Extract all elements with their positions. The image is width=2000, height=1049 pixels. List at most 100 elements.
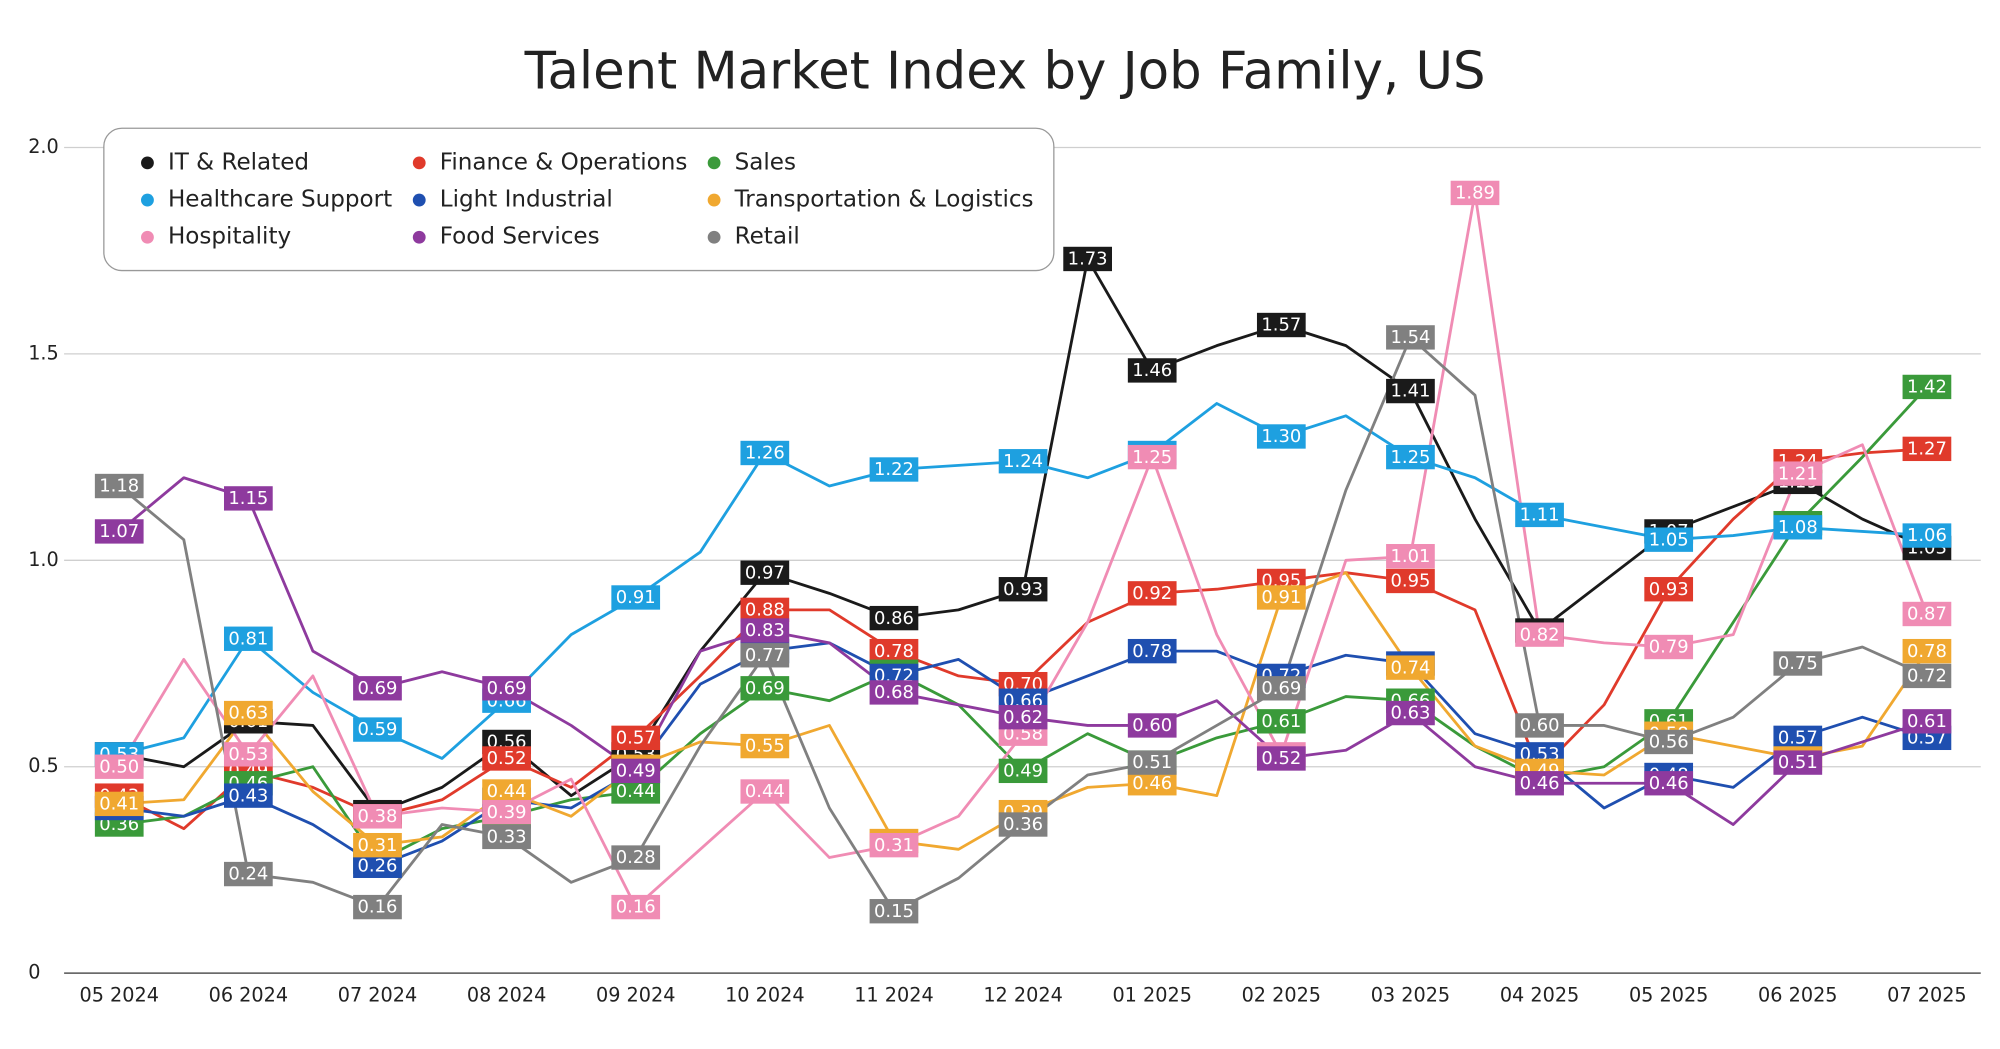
data-label-box bbox=[94, 519, 144, 544]
data-label: 1.11 bbox=[1515, 502, 1564, 528]
data-label: 0.92 bbox=[1127, 581, 1177, 606]
data-label-text: 1.42 bbox=[1907, 377, 1947, 398]
data-label-text: 0.51 bbox=[1778, 752, 1818, 773]
data-label-box bbox=[611, 585, 661, 610]
data-label-text: 0.95 bbox=[1390, 571, 1430, 592]
data-label-text: 0.62 bbox=[1003, 707, 1043, 728]
data-label: 0.78 bbox=[1902, 638, 1952, 664]
data-label-text: 1.18 bbox=[99, 476, 139, 497]
data-label: 0.86 bbox=[869, 605, 919, 631]
data-label: 0.52 bbox=[1256, 746, 1306, 771]
data-label-text: 0.78 bbox=[874, 641, 914, 662]
data-label-box bbox=[223, 861, 273, 887]
data-label: 1.57 bbox=[1256, 312, 1306, 338]
legend-marker bbox=[707, 193, 721, 207]
data-label-text: 0.15 bbox=[874, 901, 914, 922]
data-label-box bbox=[869, 832, 919, 858]
data-label-box bbox=[869, 457, 919, 482]
data-label-text: 1.54 bbox=[1390, 327, 1430, 348]
data-label-box bbox=[740, 440, 790, 466]
data-label-text: 0.49 bbox=[1003, 761, 1043, 782]
data-label: 0.63 bbox=[1386, 700, 1435, 726]
data-label-box bbox=[611, 725, 661, 751]
data-label: 0.57 bbox=[1773, 725, 1823, 751]
data-label: 0.41 bbox=[94, 791, 144, 817]
data-label-text: 0.63 bbox=[1390, 703, 1430, 724]
data-label-box bbox=[1063, 246, 1112, 272]
legend-item: Healthcare Support bbox=[141, 187, 392, 213]
data-label-box bbox=[1644, 634, 1694, 660]
data-label-box bbox=[740, 733, 790, 759]
data-label: 0.69 bbox=[740, 676, 790, 701]
data-label-box bbox=[611, 758, 661, 784]
data-label-text: 0.74 bbox=[1390, 657, 1430, 678]
data-label: 0.46 bbox=[1127, 771, 1177, 796]
x-tick-label: 05 2024 bbox=[79, 984, 158, 1007]
data-label: 0.60 bbox=[1127, 713, 1177, 738]
data-label-box bbox=[94, 473, 144, 499]
data-label-text: 0.41 bbox=[99, 794, 139, 815]
data-label-box bbox=[94, 754, 144, 779]
data-label-text: 0.50 bbox=[99, 756, 139, 777]
data-label-text: 0.60 bbox=[1520, 715, 1560, 736]
data-label: 1.24 bbox=[998, 449, 1048, 474]
data-label-box bbox=[1256, 312, 1306, 338]
data-label-text: 0.36 bbox=[1003, 814, 1043, 835]
data-label: 0.53 bbox=[223, 742, 273, 767]
data-label-text: 0.26 bbox=[357, 855, 397, 876]
x-tick-label: 01 2025 bbox=[1112, 984, 1191, 1007]
data-label-text: 0.24 bbox=[228, 864, 268, 885]
data-label-box bbox=[223, 700, 273, 726]
data-label-text: 1.25 bbox=[1390, 447, 1430, 468]
data-label: 0.24 bbox=[223, 861, 273, 887]
data-label: 0.43 bbox=[223, 783, 273, 808]
data-label: 1.25 bbox=[1127, 444, 1177, 470]
data-label: 0.46 bbox=[1644, 771, 1694, 796]
data-label: 1.18 bbox=[94, 473, 144, 499]
data-label-box bbox=[1515, 622, 1564, 647]
data-label-text: 0.44 bbox=[745, 781, 785, 802]
legend-label: IT & Related bbox=[168, 149, 309, 175]
legend-label: Healthcare Support bbox=[168, 187, 392, 213]
data-label-box bbox=[1902, 663, 1952, 689]
legend-marker bbox=[707, 230, 721, 244]
data-label-box bbox=[998, 449, 1048, 474]
data-label-box bbox=[1256, 424, 1306, 449]
data-label-text: 0.86 bbox=[874, 608, 914, 629]
data-label: 1.08 bbox=[1773, 515, 1823, 540]
data-label-text: 0.31 bbox=[874, 835, 914, 856]
data-label: 1.05 bbox=[1644, 527, 1694, 552]
data-label-text: 0.78 bbox=[1907, 641, 1947, 662]
x-tick-label: 12 2024 bbox=[983, 984, 1062, 1007]
data-label-text: 0.46 bbox=[1132, 773, 1172, 794]
data-label: 1.22 bbox=[869, 457, 919, 482]
data-label-text: 0.88 bbox=[745, 600, 785, 621]
data-label-text: 0.43 bbox=[228, 785, 268, 806]
data-label-text: 0.52 bbox=[1261, 748, 1301, 769]
data-label: 0.26 bbox=[353, 853, 402, 878]
legend-marker bbox=[412, 230, 426, 244]
legend-label: Light Industrial bbox=[440, 187, 613, 213]
data-label: 0.36 bbox=[998, 812, 1048, 837]
data-label-box bbox=[740, 676, 790, 701]
data-label-box bbox=[869, 605, 919, 631]
data-label-text: 1.25 bbox=[1132, 447, 1172, 468]
legend: IT & Related Finance & Operations Sales Hea… bbox=[103, 127, 1055, 272]
data-label-text: 1.89 bbox=[1455, 183, 1495, 204]
data-label-box bbox=[353, 717, 402, 742]
data-label: 0.44 bbox=[611, 779, 661, 804]
data-label-text: 0.33 bbox=[487, 827, 527, 848]
legend-item: Retail bbox=[707, 224, 800, 250]
data-label-box bbox=[353, 832, 402, 858]
data-label: 1.30 bbox=[1256, 424, 1306, 449]
data-label-text: 0.75 bbox=[1778, 653, 1818, 674]
legend-item: Transportation & Logistics bbox=[707, 187, 1034, 213]
legend-box bbox=[103, 127, 1055, 272]
data-label-text: 0.63 bbox=[228, 703, 268, 724]
data-label-box bbox=[740, 643, 790, 668]
x-tick-label: 07 2024 bbox=[338, 984, 417, 1007]
data-label-box bbox=[611, 779, 661, 804]
data-label: 0.44 bbox=[482, 779, 531, 804]
data-label-box bbox=[1127, 750, 1177, 775]
data-label-box bbox=[740, 618, 790, 643]
